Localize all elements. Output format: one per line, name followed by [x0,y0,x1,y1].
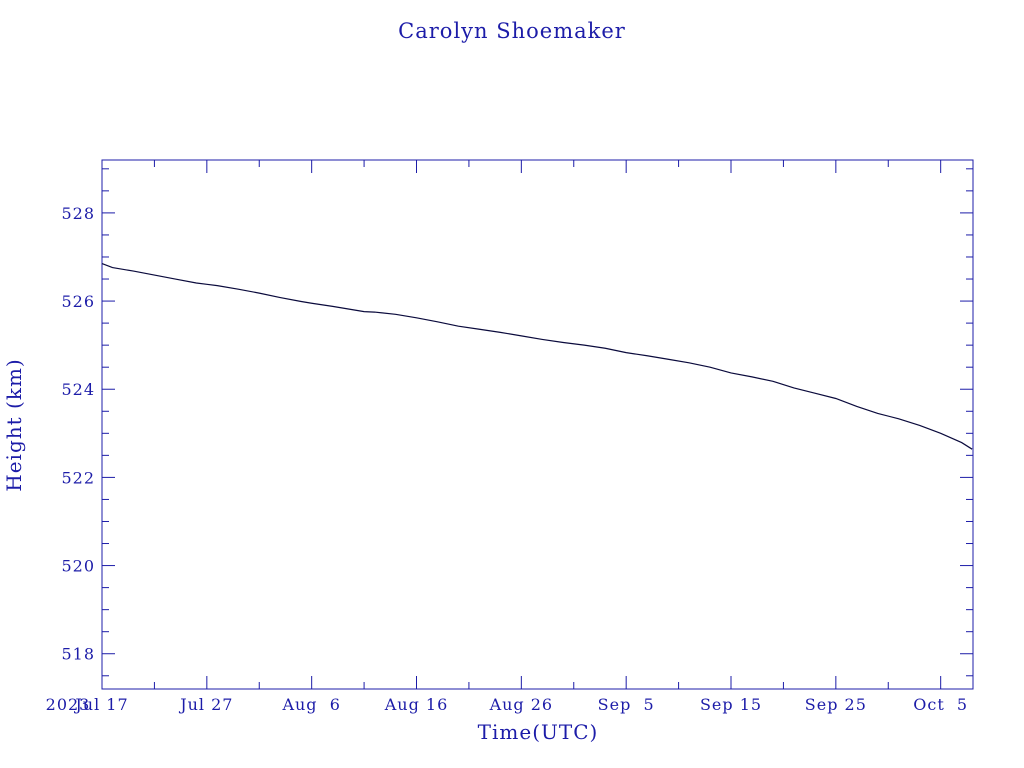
x-tick-label: Jul 27 [178,695,233,714]
x-tick-label: Sep 15 [700,695,762,714]
axis-ticks [101,160,973,689]
x-tick-label: Sep 5 [598,695,655,714]
x-tick-labels: Jul 17 Jul 27 Aug 6 Aug 16 Aug 26 Sep 5 Sep 15… [73,695,968,714]
x-axis-title: Time(UTC) [478,720,599,744]
x-tick-label: Oct 5 [913,695,968,714]
x-tick-label: Aug 6 [281,695,340,714]
chart-title: Carolyn Shoemaker [398,19,626,43]
y-tick-label: 526 [61,292,95,311]
x-tick-label: Aug 26 [489,695,554,714]
x-tick-label: Sep 25 [805,695,867,714]
y-tick-label: 520 [61,557,95,576]
y-tick-labels: 518 520 522 524 526 528 [61,204,95,664]
plot-frame [101,159,974,690]
x-tick-label: Aug 16 [384,695,449,714]
y-axis-title: Height (km) [2,358,26,491]
y-tick-label: 518 [61,645,95,664]
y-tick-label: 522 [61,468,95,487]
y-tick-label: 524 [61,380,95,399]
x-tick-label: Jul 17 [73,695,128,714]
year-label: 2023 [46,695,91,714]
y-tick-label: 528 [61,204,95,223]
height-series-line [101,263,973,450]
